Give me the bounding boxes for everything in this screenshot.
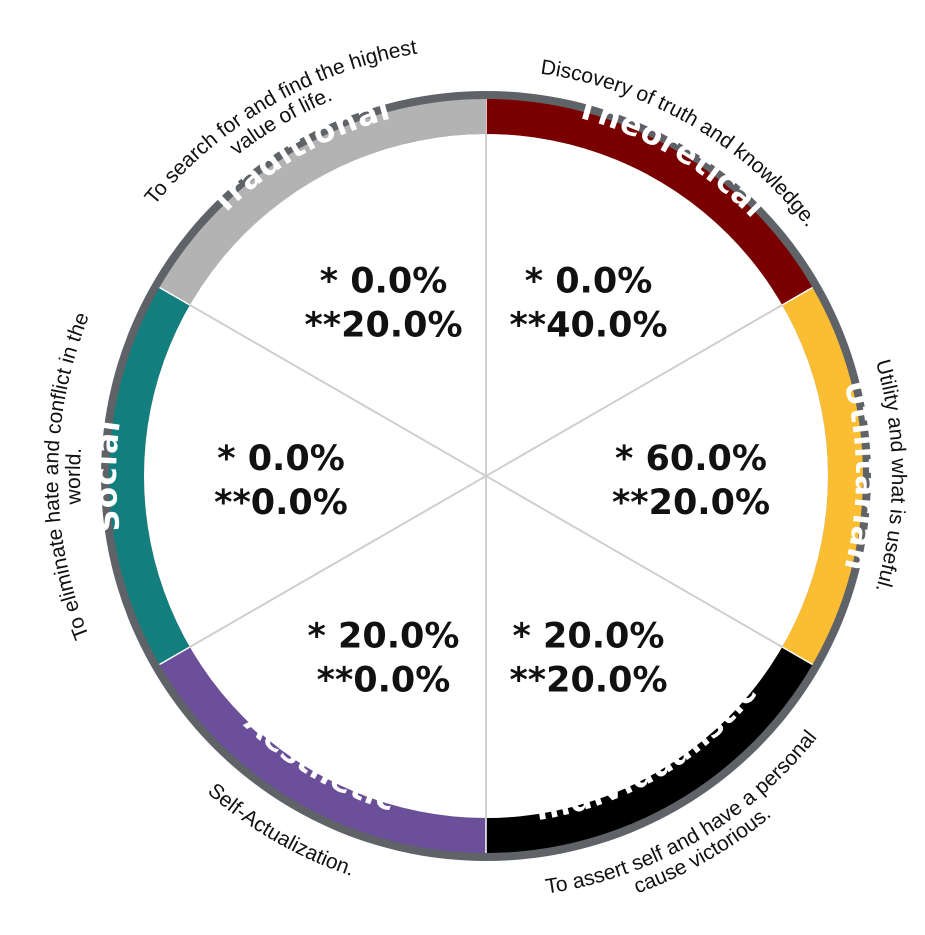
divider-line xyxy=(189,475,487,648)
band-separator xyxy=(159,646,191,666)
divider-line xyxy=(189,304,487,477)
band-traditional xyxy=(159,99,486,305)
divider-line xyxy=(485,304,783,477)
dividers xyxy=(189,134,783,818)
band-social xyxy=(108,287,190,665)
band-aesthetic xyxy=(159,647,486,853)
value-primary-utilitarian: * 60.0% xyxy=(615,439,767,479)
value-primary-theoretical: * 0.0% xyxy=(525,261,653,301)
value-secondary-theoretical: **40.0% xyxy=(509,305,667,345)
value-secondary-utilitarian: **20.0% xyxy=(612,483,770,523)
value-primary-social: * 0.0% xyxy=(217,439,345,479)
segment-values: * 0.0%**40.0%* 60.0%**20.0%* 20.0%**20.0… xyxy=(214,261,770,700)
value-secondary-aesthetic: **0.0% xyxy=(317,661,451,701)
value-secondary-social: **0.0% xyxy=(214,483,348,523)
value-secondary-traditional: **20.0% xyxy=(304,305,462,345)
band-separator xyxy=(781,286,813,306)
value-primary-individualistic: * 20.0% xyxy=(513,617,665,657)
value-primary-aesthetic: * 20.0% xyxy=(308,617,460,657)
band-separator xyxy=(781,646,813,666)
label-social: Social xyxy=(88,417,128,534)
band-individualistic xyxy=(486,647,813,853)
color-bands xyxy=(108,99,863,853)
value-secondary-individualistic: **20.0% xyxy=(509,661,667,701)
band-utilitarian xyxy=(782,287,863,665)
band-theoretical xyxy=(486,99,813,305)
divider-line xyxy=(485,475,783,648)
value-primary-traditional: * 0.0% xyxy=(320,261,448,301)
description-social: world. xyxy=(62,447,86,506)
band-separator xyxy=(159,286,191,306)
